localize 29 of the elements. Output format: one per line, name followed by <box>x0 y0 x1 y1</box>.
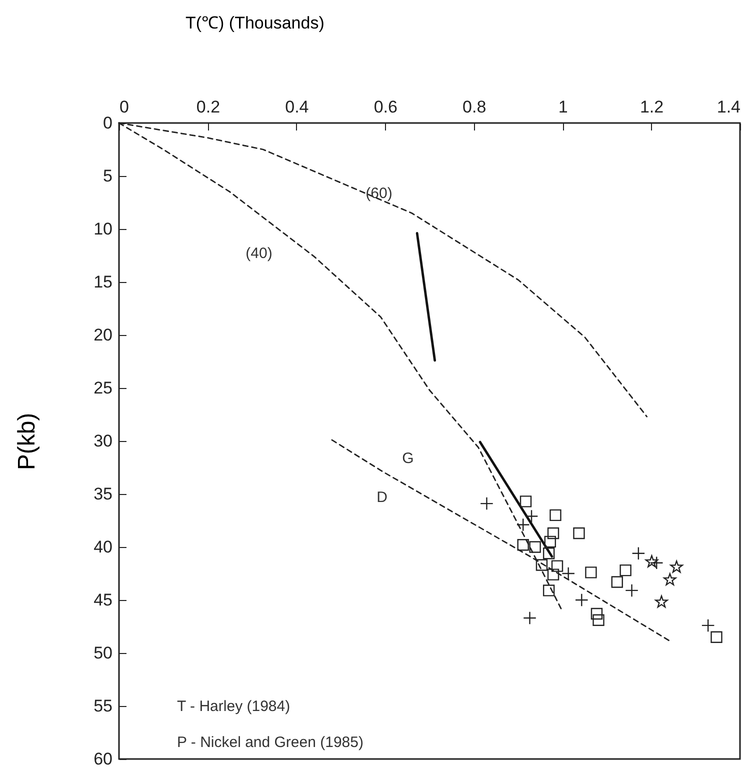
y-tick-label: 15 <box>94 272 112 292</box>
x-axis-title: T(℃) (Thousands) <box>186 14 324 32</box>
y-tick-label: 40 <box>94 538 112 556</box>
x-tick-label: 0.8 <box>462 98 486 116</box>
y-tick-label: 45 <box>94 590 112 610</box>
y-tick-label: 5 <box>103 166 112 186</box>
annotation: P - Nickel and Green (1985) <box>177 734 364 751</box>
y-tick-label: 35 <box>94 484 112 504</box>
x-tick-label: 0 <box>120 98 129 116</box>
x-tick-label: 0.2 <box>196 98 220 116</box>
annotation: G <box>402 450 414 467</box>
annotation: (60) <box>366 185 392 202</box>
y-tick-label: 55 <box>94 696 112 716</box>
x-tick-label: 1.4 <box>716 98 740 116</box>
annotation: T - Harley (1984) <box>177 698 290 715</box>
x-tick-label: 1 <box>558 98 568 116</box>
y-axis-title: P(kb) <box>14 412 40 470</box>
annotation: D <box>376 489 388 506</box>
y-tick-label: 20 <box>94 326 112 344</box>
x-tick-label: 0.6 <box>374 98 398 116</box>
y-tick-label: 30 <box>94 432 112 450</box>
y-tick-label: 60 <box>94 750 112 768</box>
y-tick-label: 25 <box>94 378 112 398</box>
y-tick-label: 0 <box>103 114 112 132</box>
y-tick-label: 10 <box>94 220 112 238</box>
y-tick-label: 50 <box>94 644 112 662</box>
x-tick-label: 0.4 <box>285 98 309 116</box>
x-tick-label: 1.2 <box>640 98 664 116</box>
annotation: (40) <box>246 245 272 262</box>
